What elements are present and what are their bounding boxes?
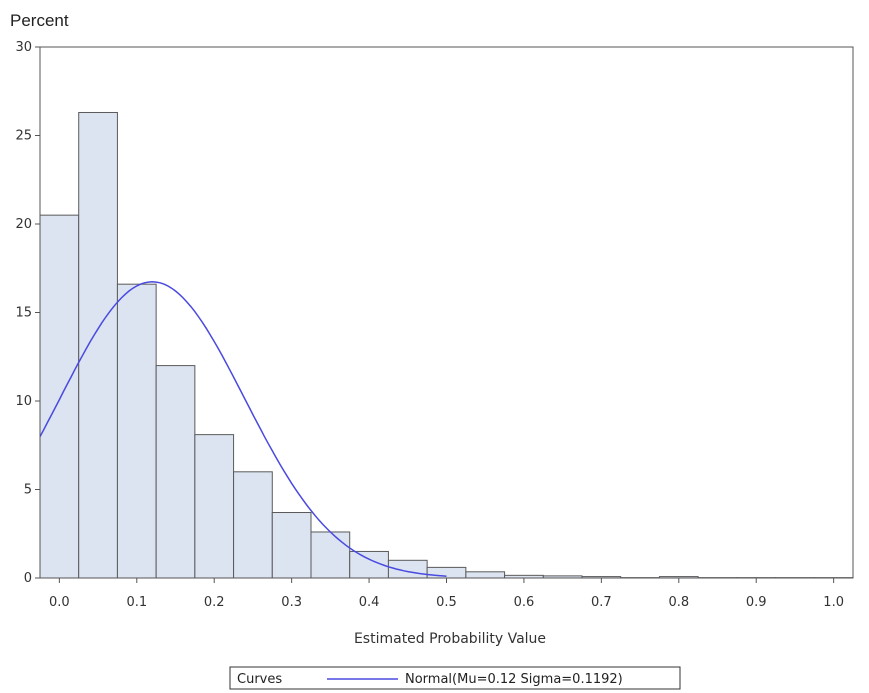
histogram-bar-11 [465, 571, 506, 579]
histogram-bar-10 [426, 566, 467, 579]
y-tick-label: 20 [15, 217, 32, 232]
histogram-bar-0 [39, 214, 80, 579]
histogram-bar-2 [116, 283, 157, 579]
histogram-bar-5 [233, 471, 273, 579]
y-tick-label: 10 [15, 394, 32, 409]
bars-group [39, 111, 854, 579]
histogram-bar-6 [271, 512, 312, 579]
y-axis-label: Percent [10, 11, 69, 30]
curve-group [39, 281, 447, 577]
legend-box [229, 666, 681, 690]
y-tick-label: 30 [15, 40, 32, 55]
x-tick-label: 0.0 [49, 595, 70, 610]
x-tick-label: 0.7 [591, 595, 612, 610]
x-tick-label: 0.6 [514, 595, 535, 610]
x-tick-label: 0.4 [359, 595, 380, 610]
y-tick-label: 0 [24, 571, 32, 586]
x-axis: 0.0 0.1 0.2 0.3 0.4 0.5 0.6 0.7 0.8 0.9 1.0 [49, 578, 844, 610]
legend-title: Curves [237, 672, 282, 687]
y-axis: 0 5 10 15 20 25 30 [15, 40, 40, 586]
x-tick-label: 0.5 [436, 595, 457, 610]
y-tick-label: 25 [15, 129, 32, 144]
x-tick-label: 0.8 [668, 595, 689, 610]
x-tick-label: 0.1 [126, 595, 147, 610]
histogram-bar-3 [155, 365, 196, 579]
y-tick-label: 5 [24, 483, 32, 498]
x-axis-label: Estimated Probability Value [354, 631, 546, 647]
x-tick-label: 0.2 [204, 595, 225, 610]
histogram-bar-7 [310, 531, 351, 579]
histogram-bar-1 [78, 111, 118, 579]
histogram-bar-4 [194, 434, 235, 579]
x-tick-label: 1.0 [823, 595, 844, 610]
y-tick-label: 15 [15, 306, 32, 321]
legend: Curves Normal(Mu=0.12 Sigma=0.1192) [229, 666, 681, 690]
x-tick-label: 0.3 [281, 595, 302, 610]
normal-curve-line [39, 281, 447, 577]
x-tick-label: 0.9 [746, 595, 767, 610]
legend-entry: Normal(Mu=0.12 Sigma=0.1192) [405, 672, 623, 687]
